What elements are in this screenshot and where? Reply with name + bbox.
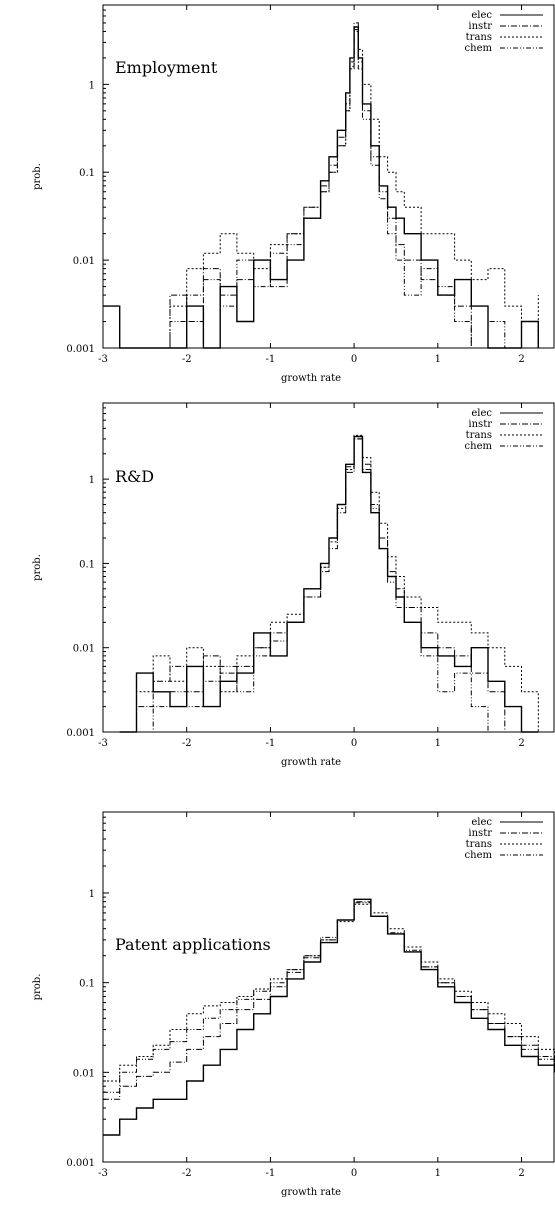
x-axis-label: growth rate (281, 373, 341, 384)
legend-label: trans (466, 430, 492, 441)
legend-label: elec (471, 817, 492, 828)
y-tick-label: 0.001 (66, 344, 95, 355)
y-tick-label: 0.01 (73, 1068, 95, 1079)
y-axis-label: prob. (32, 163, 43, 190)
panel-title: R&D (115, 467, 154, 486)
legend-label: instr (468, 828, 492, 839)
series-line-elec (119, 435, 539, 733)
series-line-instr (119, 438, 539, 733)
legend-label: chem (465, 850, 493, 861)
chart-panel-3: -3 -2 -1 0 1 2 1 0.1 0.01 0.001 growth rate prob. Pa… (32, 811, 555, 1198)
series-line-chem (119, 438, 539, 733)
y-tick-label: 1 (89, 80, 95, 91)
legend-label: elec (471, 408, 492, 419)
x-tick-label: 0 (351, 354, 357, 365)
x-axis-label: growth rate (281, 757, 341, 768)
x-tick-label: -2 (182, 354, 192, 365)
y-tick-label: 0.1 (79, 168, 95, 179)
series-line-trans (119, 434, 539, 733)
legend-label: instr (468, 21, 492, 32)
legend-label: elec (471, 10, 492, 21)
y-tick-label: 0.001 (66, 728, 95, 739)
series-line-trans (103, 31, 539, 349)
x-tick-label: -1 (266, 354, 276, 365)
y-tick-label: 0.001 (66, 1158, 95, 1169)
legend-label: trans (466, 32, 492, 43)
x-tick-label: 1 (435, 354, 441, 365)
x-tick-label: 1 (435, 738, 441, 749)
x-tick-label: 2 (518, 1168, 524, 1179)
panel-title: Employment (115, 58, 218, 77)
x-tick-label: 2 (518, 354, 524, 365)
panel-title: Patent applications (115, 935, 271, 954)
y-tick-label: 1 (89, 475, 95, 486)
y-axis-label: prob. (32, 554, 43, 581)
series-line-instr (103, 22, 539, 349)
x-tick-label: -1 (266, 1168, 276, 1179)
y-tick-label: 0.01 (73, 256, 95, 267)
x-tick-label: 2 (518, 738, 524, 749)
series-line-trans (103, 903, 555, 1082)
legend-label: chem (465, 441, 493, 452)
x-tick-label: -1 (266, 738, 276, 749)
x-tick-label: -2 (182, 1168, 192, 1179)
y-tick-label: 0.1 (79, 979, 95, 990)
plot-frame (102, 811, 555, 1163)
y-axis-label: prob. (32, 974, 43, 1001)
legend-label: instr (468, 419, 492, 430)
y-tick-label: 0.1 (79, 559, 95, 570)
chart-panel-2: -3 -2 -1 0 1 2 1 0.1 0.01 0.001 growth rate prob. R&… (32, 402, 555, 768)
x-tick-label: -3 (98, 1168, 108, 1179)
legend-label: chem (465, 43, 493, 54)
y-tick-label: 1 (89, 889, 95, 900)
x-axis-label: growth rate (281, 1187, 341, 1198)
series-line-instr (103, 901, 555, 1100)
x-tick-label: 0 (351, 738, 357, 749)
legend-label: trans (466, 839, 492, 850)
x-tick-label: -3 (98, 738, 108, 749)
y-tick-label: 0.01 (73, 644, 95, 655)
x-tick-label: 0 (351, 1168, 357, 1179)
chart-panel-1: -3 -2 -1 0 1 2 1 0.1 0.01 0.001 growth rate prob. Em… (32, 4, 555, 384)
x-tick-label: -3 (98, 354, 108, 365)
x-tick-label: 1 (435, 1168, 441, 1179)
x-tick-label: -2 (182, 738, 192, 749)
series-line-chem (103, 902, 555, 1093)
